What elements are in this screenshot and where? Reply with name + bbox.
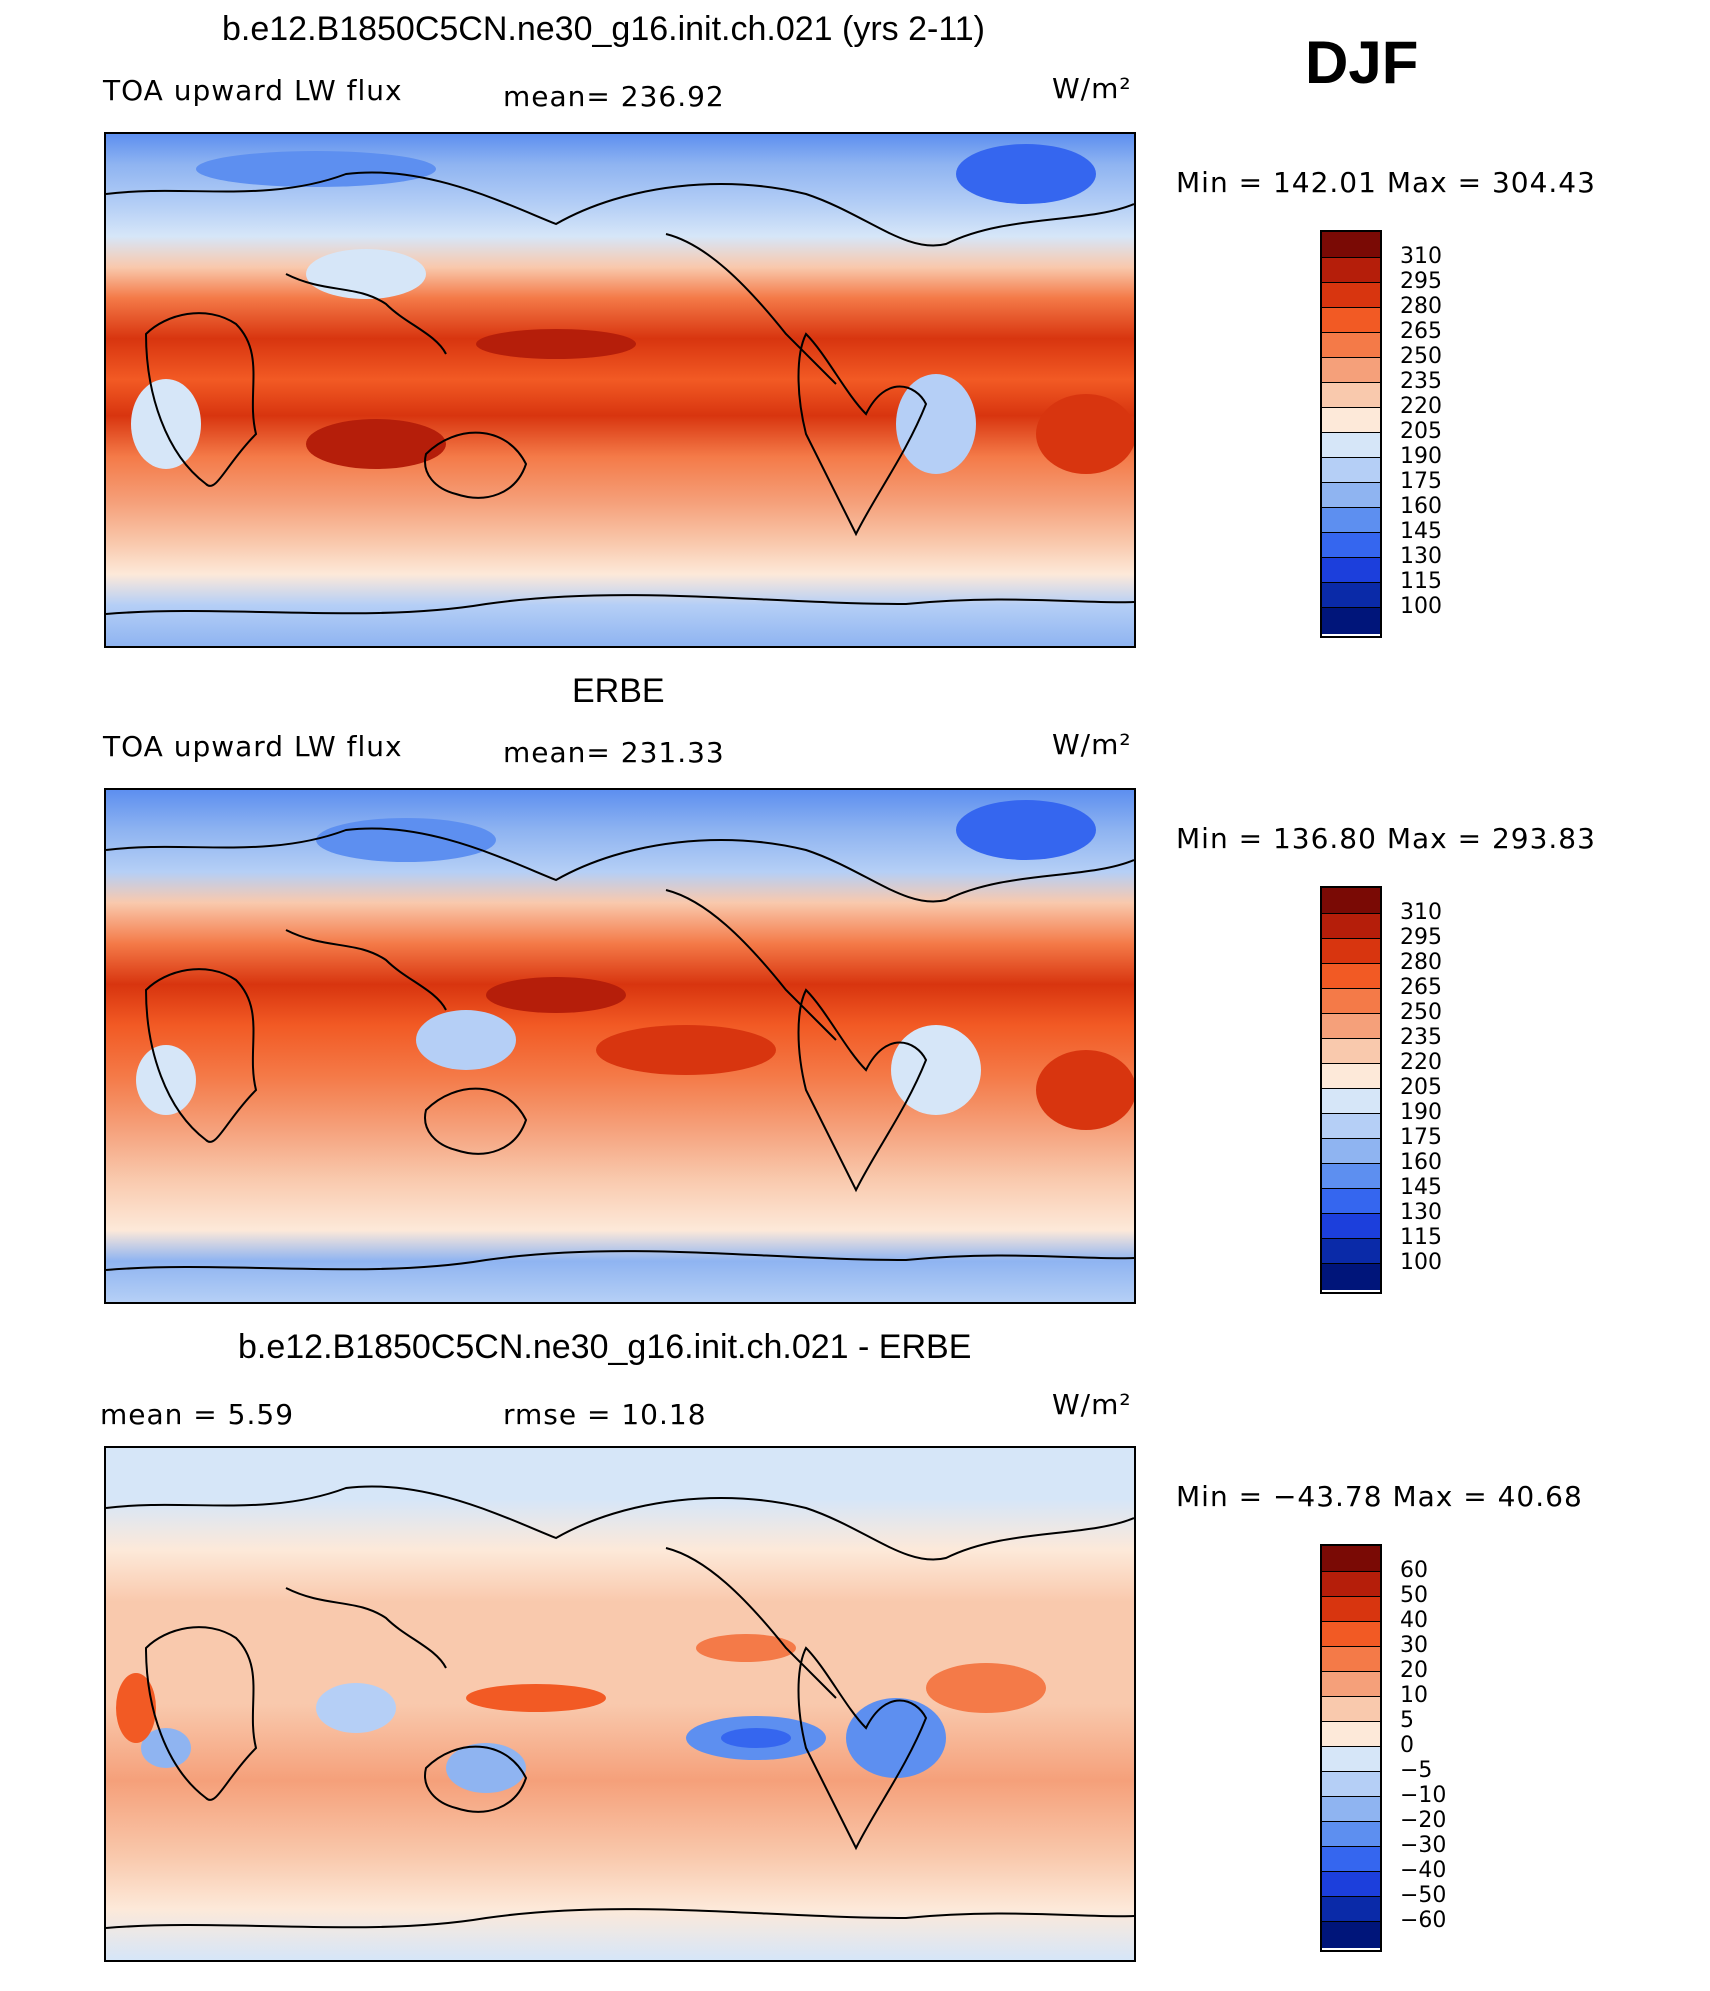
panel-3-minmax: Min = −43.78 Max = 40.68 [1176, 1480, 1583, 1513]
colorbar-tick: 40 [1400, 1608, 1428, 1633]
colorbar-tick: 265 [1400, 975, 1442, 1000]
panel-1-minmax: Min = 142.01 Max = 304.43 [1176, 166, 1596, 199]
colorbar-tick: −20 [1400, 1808, 1447, 1833]
colorbar-tick: 280 [1400, 950, 1442, 975]
colorbar-tick: 130 [1400, 544, 1442, 569]
colorbar-tick: 5 [1400, 1708, 1414, 1733]
colorbar-tick: −60 [1400, 1908, 1447, 1933]
colorbar-tick: 0 [1400, 1733, 1414, 1758]
panel-2-title: ERBE [572, 672, 665, 710]
colorbar-tick: 20 [1400, 1658, 1428, 1683]
panel-3-map [104, 1446, 1136, 1962]
colorbar-tick: 130 [1400, 1200, 1442, 1225]
colorbar-tick: 295 [1400, 269, 1442, 294]
colorbar-tick: −10 [1400, 1783, 1447, 1808]
colorbar-tick: 235 [1400, 1025, 1442, 1050]
colorbar-tick: 280 [1400, 294, 1442, 319]
panel-1-colorbar [1320, 230, 1382, 638]
panel-1-variable-label: TOA upward LW flux [103, 74, 403, 107]
season-label: DJF [1305, 29, 1419, 96]
panel-2-minmax: Min = 136.80 Max = 293.83 [1176, 822, 1596, 855]
panel-3-colorbar [1320, 1544, 1382, 1952]
colorbar-tick: 220 [1400, 394, 1442, 419]
colorbar-tick: 250 [1400, 1000, 1442, 1025]
panel-1-title: b.e12.B1850C5CN.ne30_g16.init.ch.021 (yr… [222, 10, 985, 48]
colorbar-tick: 10 [1400, 1683, 1428, 1708]
colorbar-tick: −50 [1400, 1883, 1447, 1908]
colorbar-tick: 145 [1400, 519, 1442, 544]
colorbar-tick: 100 [1400, 1250, 1442, 1275]
colorbar-tick: 310 [1400, 900, 1442, 925]
panel-2-variable-label: TOA upward LW flux [103, 730, 403, 763]
panel-1-map [104, 132, 1136, 648]
colorbar-tick: 250 [1400, 344, 1442, 369]
colorbar-tick: 60 [1400, 1558, 1428, 1583]
panel-2-map [104, 788, 1136, 1304]
colorbar-tick: −5 [1400, 1758, 1433, 1783]
panel-2-colorbar [1320, 886, 1382, 1294]
panel-2-units: W/m² [1052, 728, 1132, 761]
colorbar-tick: 205 [1400, 1075, 1442, 1100]
colorbar-tick: 190 [1400, 1100, 1442, 1125]
colorbar-tick: 235 [1400, 369, 1442, 394]
colorbar-tick: 160 [1400, 1150, 1442, 1175]
panel-3-units: W/m² [1052, 1388, 1132, 1421]
colorbar-tick: 310 [1400, 244, 1442, 269]
panel-1-mean: mean= 236.92 [503, 80, 725, 113]
colorbar-tick: 265 [1400, 319, 1442, 344]
colorbar-tick: 175 [1400, 1125, 1442, 1150]
panel-1-units: W/m² [1052, 72, 1132, 105]
colorbar-tick: 145 [1400, 1175, 1442, 1200]
colorbar-tick: 100 [1400, 594, 1442, 619]
colorbar-tick: 50 [1400, 1583, 1428, 1608]
colorbar-tick: 190 [1400, 444, 1442, 469]
colorbar-tick: 205 [1400, 419, 1442, 444]
colorbar-tick: 160 [1400, 494, 1442, 519]
panel-3-rmse: rmse = 10.18 [503, 1398, 707, 1431]
colorbar-tick: 220 [1400, 1050, 1442, 1075]
colorbar-tick: −40 [1400, 1858, 1447, 1883]
colorbar-tick: −30 [1400, 1833, 1447, 1858]
colorbar-tick: 295 [1400, 925, 1442, 950]
colorbar-tick: 115 [1400, 1225, 1442, 1250]
world-map-contour-icon [106, 790, 1134, 1302]
panel-2-mean: mean= 231.33 [503, 736, 725, 769]
world-map-contour-icon [106, 134, 1134, 646]
panel-3-title: b.e12.B1850C5CN.ne30_g16.init.ch.021 - E… [238, 1328, 972, 1366]
world-map-difference-icon [106, 1448, 1134, 1960]
colorbar-tick: 175 [1400, 469, 1442, 494]
colorbar-tick: 30 [1400, 1633, 1428, 1658]
panel-3-mean: mean = 5.59 [100, 1398, 295, 1431]
colorbar-tick: 115 [1400, 569, 1442, 594]
